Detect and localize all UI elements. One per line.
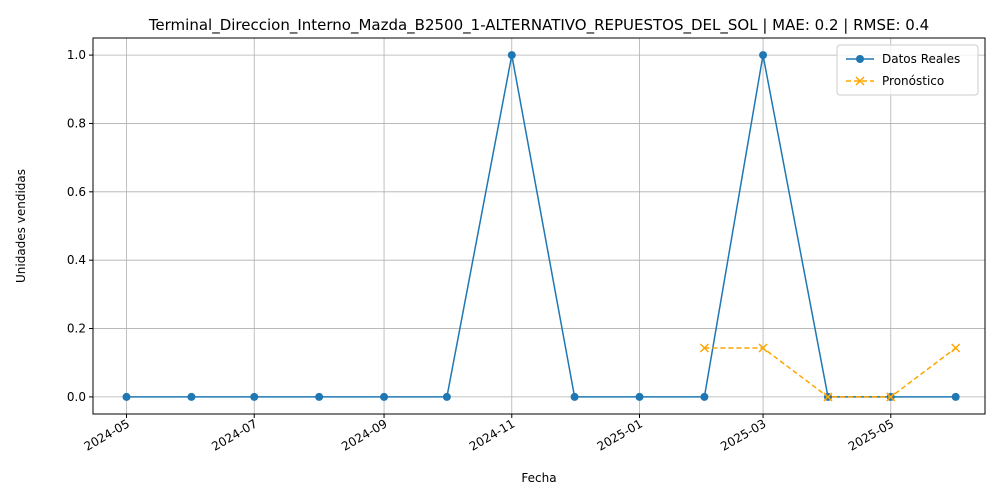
y-tick-label: 0.4 xyxy=(67,253,86,267)
data-point-pronostico xyxy=(886,392,896,402)
data-point-datos-reales xyxy=(759,51,768,60)
grid xyxy=(93,38,985,414)
y-axis-ticks: 0.0 0.2 0.4 0.6 0.8 1.0 xyxy=(67,48,93,404)
x-axis-ticks: 2024-05 2024-07 2024-09 2024-11 2025-01 2025-… xyxy=(82,414,896,454)
data-point-pronostico xyxy=(758,343,768,353)
data-point-pronostico xyxy=(951,343,961,353)
legend-marker-datos-reales xyxy=(856,55,864,63)
x-tick-label: 2025-01 xyxy=(595,416,645,453)
legend: Datos Reales Pronóstico xyxy=(836,44,979,96)
x-tick-label: 2024-09 xyxy=(339,416,389,453)
legend-entry-pronostico: Pronóstico xyxy=(846,74,944,88)
series-layer xyxy=(122,51,961,402)
x-tick-label: 2024-07 xyxy=(209,416,259,453)
data-point-datos-reales xyxy=(951,392,960,401)
data-point-pronostico xyxy=(823,392,833,402)
legend-entry-datos-reales: Datos Reales xyxy=(846,52,960,66)
data-point-datos-reales xyxy=(250,392,259,401)
data-point-datos-reales xyxy=(442,392,451,401)
legend-label-datos-reales: Datos Reales xyxy=(882,52,960,66)
y-tick-label: 1.0 xyxy=(67,48,86,62)
x-axis-label: Fecha xyxy=(521,471,556,485)
series-pronostico xyxy=(699,343,961,402)
y-tick-label: 0.6 xyxy=(67,185,86,199)
y-tick-label: 0.2 xyxy=(67,322,86,336)
series-datos-reales xyxy=(122,51,960,401)
data-point-datos-reales xyxy=(315,392,324,401)
legend-marker-pronostico xyxy=(855,76,865,86)
data-point-datos-reales xyxy=(635,392,644,401)
series-line-datos-reales xyxy=(126,54,956,398)
plot-frame xyxy=(92,37,986,415)
data-point-datos-reales xyxy=(187,392,196,401)
data-point-datos-reales xyxy=(122,392,131,401)
data-point-datos-reales xyxy=(507,51,516,60)
legend-label-pronostico: Pronóstico xyxy=(882,74,944,88)
x-tick-label: 2024-05 xyxy=(82,416,132,453)
data-point-datos-reales xyxy=(700,392,709,401)
chart-title: Terminal_Direccion_Interno_Mazda_B2500_1… xyxy=(148,16,929,35)
x-tick-label: 2025-03 xyxy=(718,416,768,453)
data-point-pronostico xyxy=(699,343,709,353)
series-line-pronostico xyxy=(704,347,957,398)
y-tick-label: 0.8 xyxy=(67,116,86,130)
data-point-datos-reales xyxy=(570,392,579,401)
legend-box xyxy=(836,44,979,96)
x-tick-label: 2025-05 xyxy=(846,416,896,453)
x-tick-label: 2024-11 xyxy=(467,416,517,453)
y-tick-label: 0.0 xyxy=(67,390,86,404)
y-axis-label: Unidades vendidas xyxy=(14,169,28,283)
data-point-datos-reales xyxy=(380,392,389,401)
